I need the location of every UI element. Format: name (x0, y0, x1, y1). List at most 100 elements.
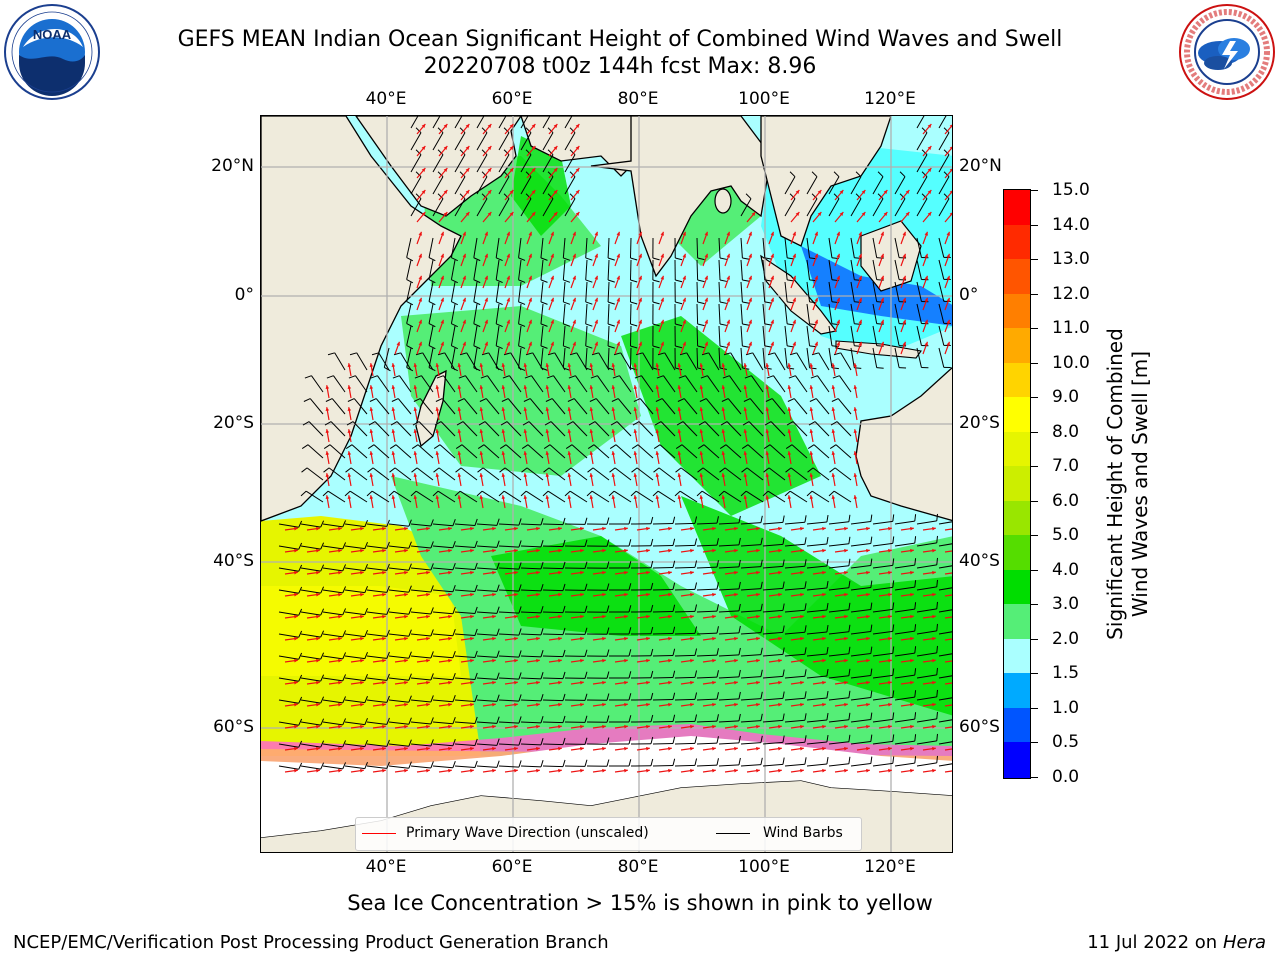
wave-arrow (350, 724, 364, 729)
wave-arrow (900, 211, 910, 223)
wave-arrow (504, 614, 518, 619)
wave-arrow (526, 275, 533, 289)
wind-barb (828, 193, 840, 217)
wind-barb (762, 603, 785, 613)
wave-arrow (570, 275, 577, 289)
wind-barb (785, 444, 808, 459)
wind-barb (630, 648, 654, 657)
wind-barb (741, 467, 764, 481)
wave-arrow (658, 275, 665, 289)
wave-arrow (504, 253, 511, 267)
wave-arrow (328, 702, 342, 707)
wind-barb (564, 627, 588, 635)
wave-arrow (922, 702, 936, 707)
wind-barb (585, 281, 593, 305)
wind-barb (457, 398, 478, 415)
wind-barb (495, 347, 503, 372)
wind-barb (786, 421, 808, 437)
wave-arrow (369, 451, 374, 465)
wave-arrow (460, 614, 474, 619)
wave-arrow (614, 570, 628, 575)
wave-arrow (482, 319, 489, 333)
wind-barb (301, 467, 324, 481)
wind-barb (589, 398, 610, 415)
colorbar-tick (1031, 293, 1038, 295)
wind-barb (938, 171, 950, 195)
wave-arrow (900, 592, 914, 597)
wave-arrow (372, 636, 386, 641)
wind-barb (322, 520, 347, 528)
colorbar-segment (1004, 190, 1030, 226)
wind-barb (723, 352, 742, 371)
wind-barb (344, 519, 368, 528)
wind-barb (630, 516, 654, 525)
wind-barb (630, 582, 654, 591)
wind-barb (718, 625, 741, 635)
wind-barb (542, 561, 566, 570)
wave-arrow (501, 495, 506, 509)
wave-arrow (878, 636, 892, 641)
wave-arrow (416, 680, 430, 685)
wave-arrow (856, 746, 870, 751)
wind-barb (522, 421, 544, 437)
wave-arrow (922, 746, 936, 751)
wave-arrow (457, 385, 462, 399)
wind-barb (454, 716, 478, 725)
wave-arrow (787, 451, 792, 465)
wave-arrow (548, 548, 562, 553)
wind-barb (520, 116, 529, 129)
wave-arrow (504, 592, 518, 597)
wave-arrow (834, 253, 841, 267)
wind-barb (411, 467, 434, 481)
wind-barb (585, 259, 593, 283)
wave-arrow (372, 614, 386, 619)
wave-arrow (812, 297, 819, 311)
wind-barb (454, 650, 478, 659)
wave-arrow (633, 407, 638, 421)
wave-arrow (548, 211, 558, 223)
wave-arrow (482, 746, 496, 751)
wave-arrow (526, 145, 536, 157)
wave-arrow (856, 297, 863, 311)
wave-arrow (680, 768, 694, 773)
wind-barb (450, 325, 458, 350)
wind-barb (608, 583, 632, 591)
wind-barb (495, 259, 503, 284)
wind-barb (324, 421, 346, 437)
wind-barb (740, 237, 750, 260)
wave-arrow (878, 211, 888, 223)
wave-arrow (658, 231, 665, 245)
wind-barb (872, 580, 895, 591)
wave-arrow (856, 768, 870, 773)
wind-barb (630, 490, 654, 503)
wave-arrow (699, 363, 704, 377)
wave-arrow (680, 592, 694, 597)
wind-barb (788, 375, 808, 393)
colorbar-segment (1004, 742, 1030, 778)
wave-arrow (592, 636, 606, 641)
wave-arrow (900, 297, 907, 311)
wind-barb (454, 584, 478, 593)
wind-barb (608, 517, 632, 525)
wind-barb (585, 347, 593, 371)
wave-arrow (611, 363, 616, 377)
wave-arrow (878, 231, 885, 245)
wind-barb (520, 738, 544, 746)
wave-arrow (724, 724, 738, 729)
wave-arrow (460, 548, 474, 553)
wind-barb (675, 467, 698, 481)
wave-arrow (504, 526, 518, 531)
wave-arrow (636, 253, 643, 267)
wind-barb (674, 259, 683, 283)
wave-arrow (504, 658, 518, 663)
wind-barb (476, 171, 488, 195)
wave-arrow (589, 363, 594, 377)
wave-arrow (787, 385, 792, 399)
wind-barb (721, 398, 742, 415)
colorbar-label: 0.5 (1052, 732, 1080, 753)
wind-barb (850, 668, 873, 679)
wind-barb (872, 734, 895, 745)
wave-arrow (526, 614, 540, 619)
wave-arrow (460, 768, 474, 773)
wind-barb (718, 647, 741, 657)
